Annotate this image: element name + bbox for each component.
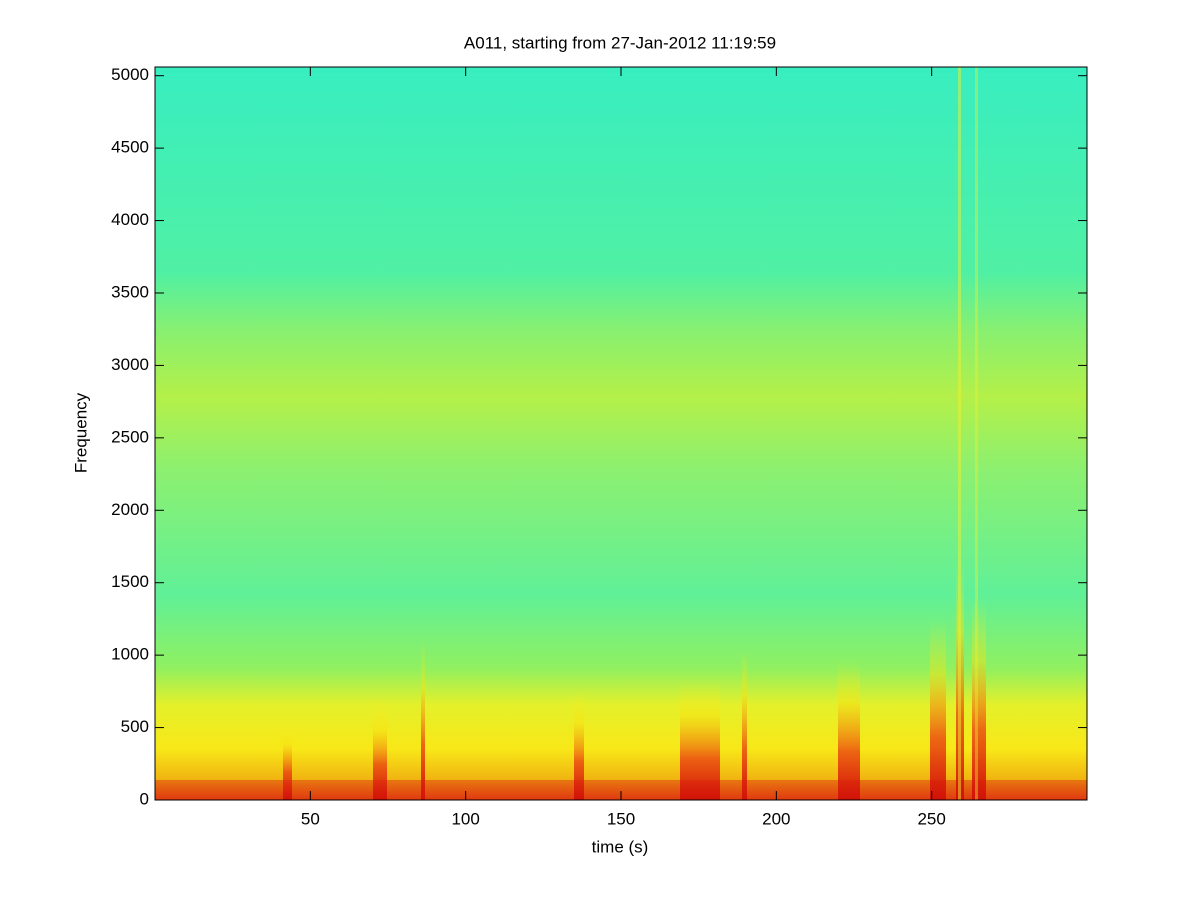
y-tick-label: 2000 (111, 500, 149, 519)
y-tick-label: 3000 (111, 355, 149, 374)
x-axis-label: time (s) (592, 837, 649, 856)
y-tick-label: 4000 (111, 210, 149, 229)
y-tick-label: 0 (140, 789, 149, 808)
x-tick-label: 250 (917, 809, 945, 828)
y-tick-label: 1000 (111, 645, 149, 664)
chart-title: A011, starting from 27-Jan-2012 11:19:59 (464, 33, 776, 52)
y-tick-label: 5000 (111, 65, 149, 84)
x-tick-label: 200 (762, 809, 790, 828)
y-tick-label: 4500 (111, 138, 149, 157)
y-axis-label: Frequency (71, 392, 90, 473)
y-tick-label: 500 (121, 717, 149, 736)
x-tick-label: 100 (451, 809, 479, 828)
x-tick-label: 50 (301, 809, 320, 828)
spectrogram-image (155, 67, 1087, 800)
y-tick-label: 2500 (111, 427, 149, 446)
x-tick-label: 150 (607, 809, 635, 828)
y-tick-label: 1500 (111, 572, 149, 591)
y-tick-label: 3500 (111, 282, 149, 301)
